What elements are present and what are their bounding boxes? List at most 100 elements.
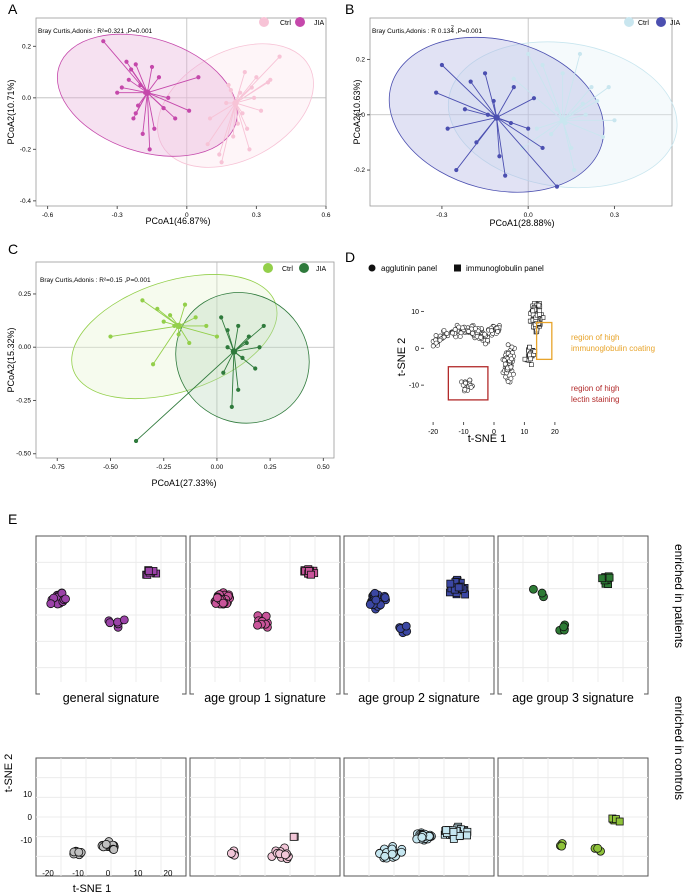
data-point-jia — [511, 85, 516, 90]
control-point — [101, 839, 111, 849]
patient-point — [598, 574, 607, 583]
data-point-ctrl — [254, 75, 259, 80]
patient-point — [105, 618, 115, 628]
data-point-jia — [129, 67, 134, 72]
data-point-ctrl — [193, 315, 198, 320]
tsne-chart-d: agglutinin panel immunoglobulin panel -2… — [368, 264, 655, 445]
spider-line — [146, 66, 153, 93]
legend-agglutinin-label: agglutinin panel — [381, 264, 437, 273]
data-point-jia — [508, 120, 514, 126]
data-point-jia — [454, 167, 459, 173]
agglutinin-point — [508, 376, 514, 382]
agglutinin-point — [430, 343, 436, 349]
data-point-ctrl — [569, 145, 574, 151]
signature-label: age group 1 signature — [204, 691, 326, 705]
y-tick-label: -0.2 — [20, 146, 32, 153]
data-point-ctrl — [589, 85, 594, 90]
spider-line — [209, 102, 236, 119]
legend-ctrl-marker — [259, 17, 269, 27]
row-label-controls: enriched in controls — [672, 696, 685, 800]
data-point-ctrl — [150, 362, 156, 367]
panel-letter-a: A — [8, 1, 18, 17]
y-tick-label: 0.2 — [22, 43, 31, 50]
control-point — [593, 843, 603, 853]
data-point-jia — [221, 370, 226, 375]
immunoglobulin-point — [530, 308, 536, 314]
legend-immuno-label: immunoglobulin panel — [466, 264, 544, 273]
spider-line — [562, 119, 604, 138]
tsne-grid-e: general signature age group 1 signature ag… — [3, 535, 685, 895]
legend-jia-label: JIA — [314, 20, 324, 27]
data-point-ctrl — [572, 167, 577, 173]
patient-point — [380, 593, 390, 603]
data-point-ctrl — [219, 160, 224, 165]
agglutinin-point — [441, 328, 447, 333]
legend-jia-marker — [656, 17, 666, 27]
data-point-jia — [439, 62, 445, 68]
data-point-ctrl — [231, 134, 236, 139]
data-point-jia — [166, 95, 171, 100]
x-axis-label: PCoA1(28.88%) — [489, 218, 554, 228]
spider-line — [496, 117, 558, 187]
spider-line — [128, 79, 148, 94]
x-tick-label: 0 — [185, 212, 189, 219]
agglutinin-point — [468, 384, 474, 390]
spider-line — [562, 120, 575, 171]
agglutinin-point — [482, 331, 488, 337]
panel-letter-b: B — [345, 1, 354, 17]
legend-jia-label: JIA — [316, 266, 326, 273]
data-point-ctrl — [235, 121, 240, 126]
data-point-ctrl — [526, 51, 531, 57]
spider-line — [562, 103, 584, 121]
agglutinin-point — [470, 330, 475, 336]
agglutinin-point — [467, 377, 473, 383]
data-point-ctrl — [205, 142, 210, 147]
data-point-jia — [152, 126, 157, 131]
data-point-ctrl — [176, 332, 181, 337]
data-point-jia — [491, 98, 496, 104]
stats-label: Bray Curtis,Adonis : R²=0.15 ,P=0.001 — [40, 277, 151, 284]
pcoa-chart-b: -0.3 0.0 0.3 -0.2 0.0 0.2 Bray Curtis,Adonis … — [352, 17, 680, 228]
y-tick-label: 0 — [415, 346, 419, 353]
control-point — [380, 851, 390, 861]
patient-point — [212, 593, 222, 603]
agglutinin-point — [444, 331, 450, 336]
centroid-jia — [230, 348, 238, 355]
spider-line — [231, 351, 235, 407]
y-axis-label: PCoA2(10.63%) — [352, 79, 362, 144]
immunoglobulin-point — [536, 302, 542, 308]
patient-point — [401, 621, 411, 631]
data-point-ctrl — [228, 88, 233, 93]
data-point-jia — [173, 116, 178, 121]
data-point-ctrl — [140, 298, 145, 303]
data-point-ctrl — [108, 334, 113, 339]
spider-line — [470, 81, 497, 118]
x-tick-label: -0.6 — [42, 212, 54, 219]
y-tick-label: 10 — [411, 309, 419, 316]
agglutinin-point — [437, 337, 443, 343]
stats-label: Bray Curtis,Adonis : R²=0.321 ,P=0.001 — [38, 28, 153, 35]
patient-point — [605, 573, 614, 582]
data-point-jia — [119, 85, 124, 90]
agglutinin-point — [509, 344, 515, 350]
agglutinin-point — [478, 334, 484, 340]
agglutinin-point — [509, 356, 514, 362]
spider-line — [147, 92, 176, 119]
agglutinin-point — [511, 371, 516, 377]
agglutinin-point — [456, 324, 462, 330]
agglutinin-point — [495, 329, 501, 334]
x-axis-label: PCoA1(27.33%) — [151, 478, 216, 488]
y-tick-label: 0.0 — [356, 112, 365, 119]
data-point-ctrl — [560, 71, 565, 76]
data-point-ctrl — [245, 126, 250, 131]
spider-line — [536, 119, 563, 130]
data-point-ctrl — [161, 319, 166, 324]
x-axis-label: t-SNE 1 — [468, 433, 507, 445]
legend-ctrl-label: Ctrl — [638, 20, 649, 27]
panel-letter-e: E — [8, 511, 17, 527]
x-tick-label: -10 — [459, 429, 469, 436]
spider-line — [130, 69, 148, 93]
spider-line — [233, 346, 260, 352]
panel-letter-c: C — [8, 241, 18, 257]
signature-label: age group 3 signature — [512, 691, 634, 705]
